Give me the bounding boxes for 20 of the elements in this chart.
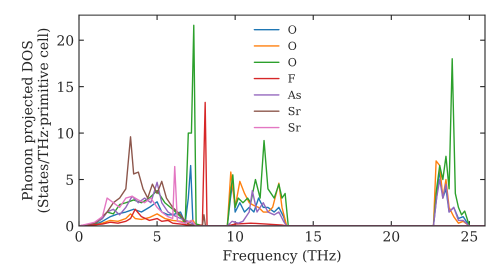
- x-tick-label: 10: [228, 231, 244, 242]
- x-tick-label: 5: [154, 231, 160, 242]
- legend-label: O: [288, 58, 296, 66]
- x-tick-label: 20: [383, 231, 400, 242]
- y-tick-label: 0: [66, 220, 74, 232]
- legend-label: Sr: [288, 123, 301, 132]
- y-tick-label: 20: [57, 35, 74, 46]
- y-tick-label: 15: [58, 82, 74, 92]
- y-tick-label: 10: [58, 128, 74, 139]
- legend-label: O: [288, 42, 296, 50]
- legend-label: F: [288, 74, 295, 82]
- legend-label: As: [288, 90, 301, 99]
- x-axis-title: Frequency (THz): [223, 250, 340, 264]
- x-tick-label: 15: [306, 231, 321, 242]
- x-tick-label: 25: [461, 231, 478, 242]
- y-tick-label: 5: [66, 174, 74, 185]
- legend-label: O: [288, 25, 296, 34]
- legend-label: Sr: [288, 106, 301, 116]
- x-tick-label: 0: [75, 231, 82, 242]
- y-axis-title: Phonon projected DOS (States/THz·primitive cell): [22, 28, 51, 212]
